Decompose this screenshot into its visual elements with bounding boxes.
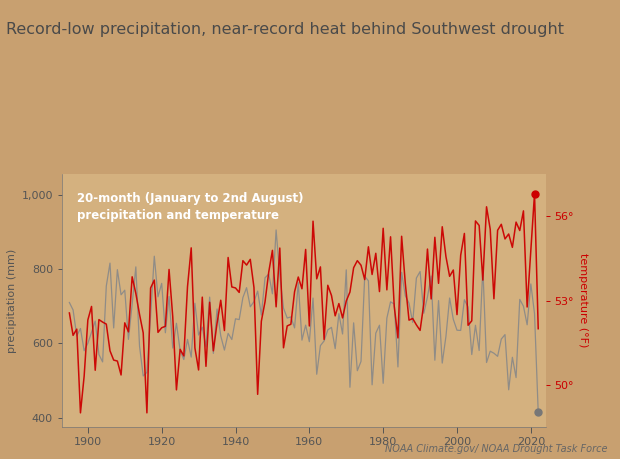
- Text: NOAA Climate.gov/ NOAA Drought Task Force: NOAA Climate.gov/ NOAA Drought Task Forc…: [385, 444, 608, 454]
- Y-axis label: temperature (°F): temperature (°F): [578, 253, 588, 348]
- Text: Record-low precipitation, near-record heat behind Southwest drought: Record-low precipitation, near-record he…: [6, 22, 564, 37]
- Point: [533, 409, 543, 416]
- Point: [529, 190, 539, 197]
- Y-axis label: precipitation (mm): precipitation (mm): [7, 248, 17, 353]
- Text: 20-month (January to 2nd August)
precipitation and temperature: 20-month (January to 2nd August) precipi…: [76, 192, 303, 222]
